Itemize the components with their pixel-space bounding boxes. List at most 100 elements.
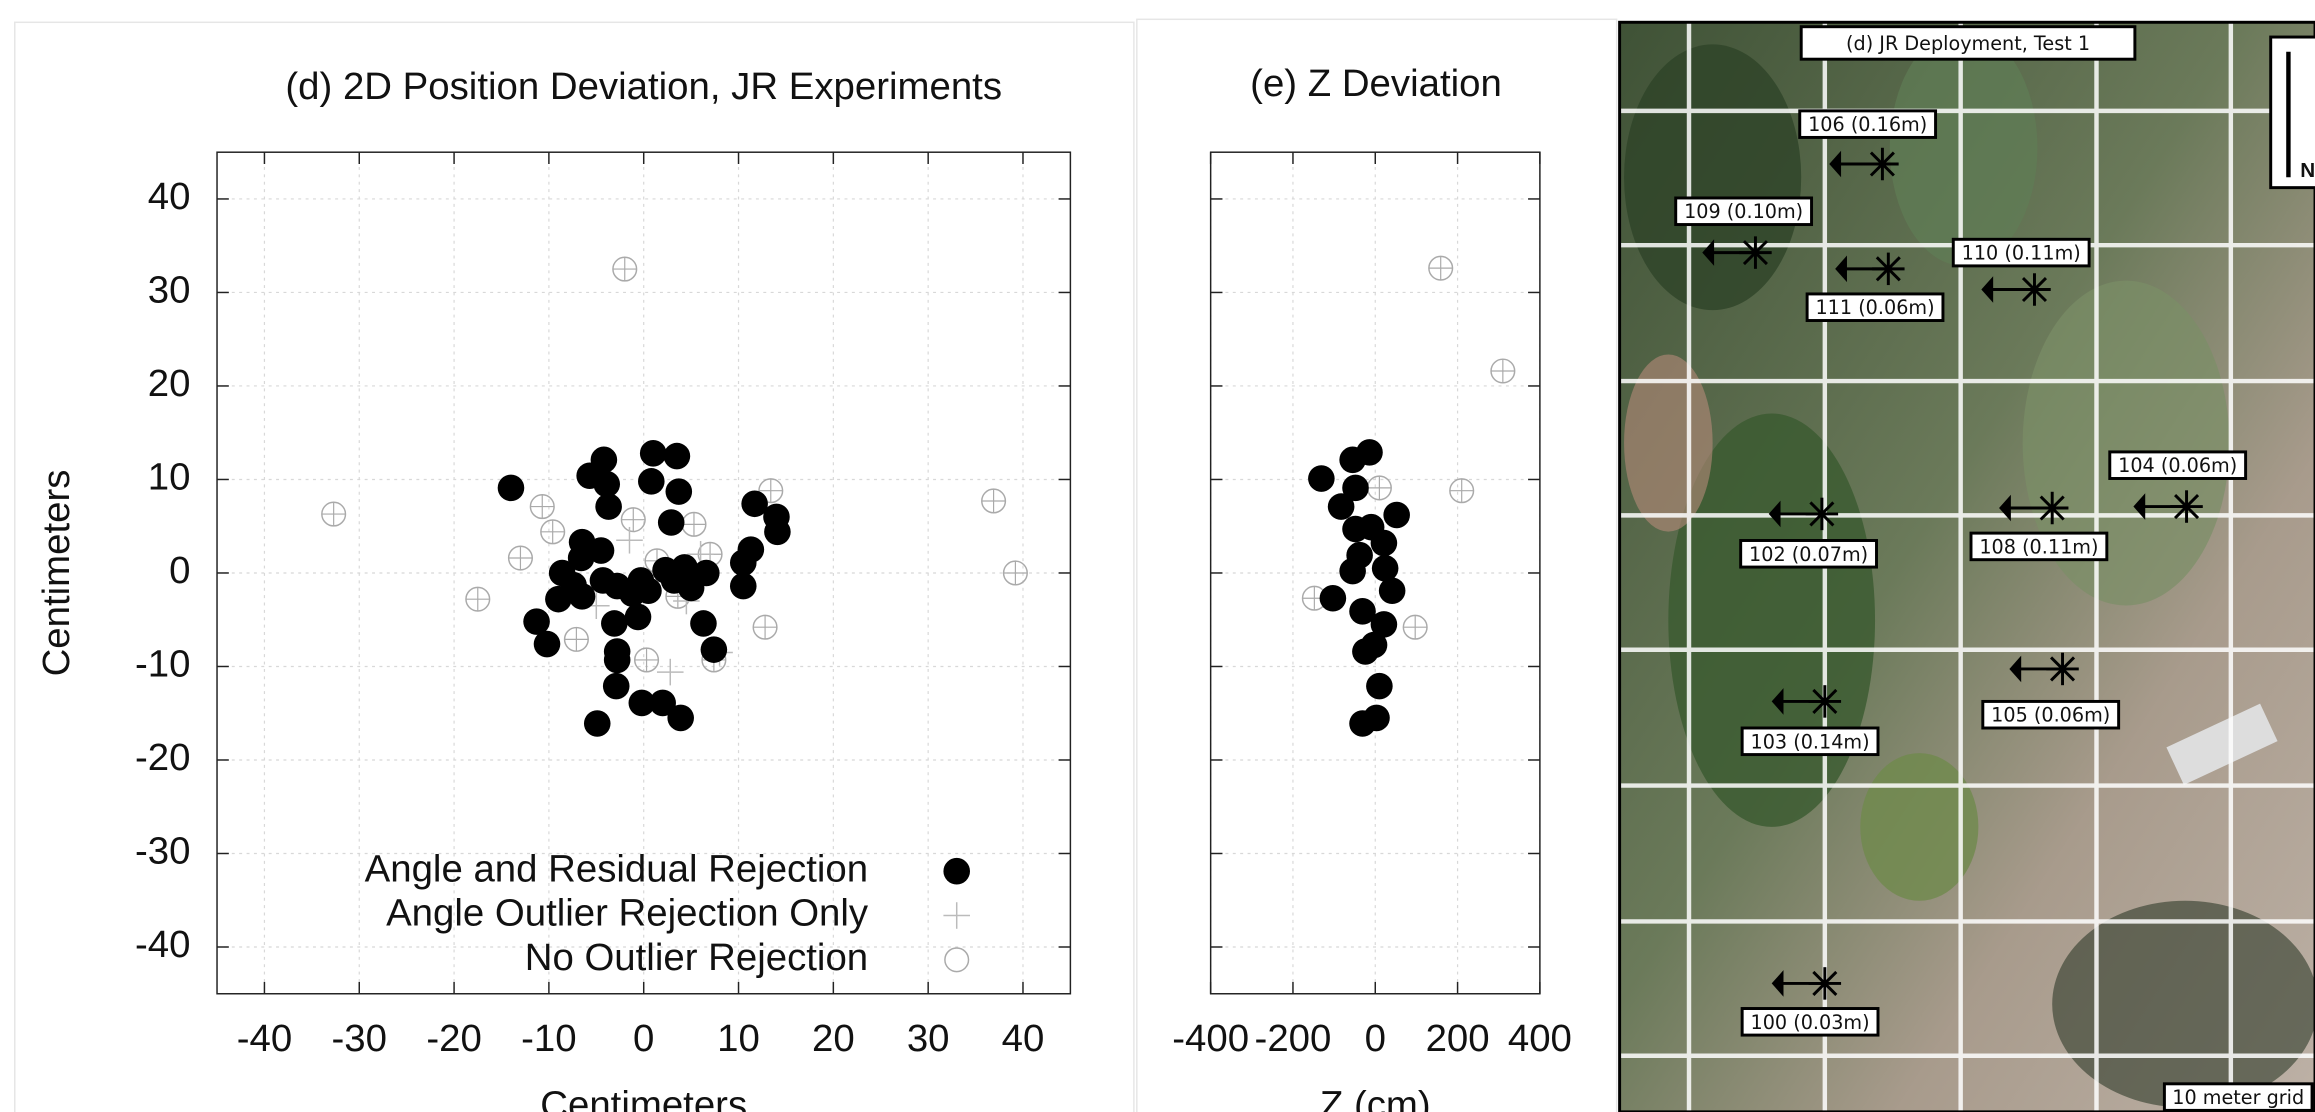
marker-dot <box>741 490 768 518</box>
data-point <box>656 658 684 686</box>
marker-dot <box>663 442 691 470</box>
sensor-marker <box>1835 252 1905 286</box>
data-point <box>593 470 621 498</box>
sensor-marker <box>2133 490 2203 523</box>
sensor-arrowhead <box>1702 239 1715 266</box>
data-point <box>752 614 778 640</box>
panel-frame <box>1136 18 1618 1112</box>
data-point <box>624 603 652 631</box>
map-label-box <box>1799 25 2137 61</box>
marker-dot <box>764 518 791 546</box>
sensor-marker <box>2009 652 2079 686</box>
sensor-marker <box>1771 967 1842 1000</box>
data-point <box>1342 474 1369 502</box>
map-label-box <box>1739 539 1878 569</box>
legend-marker <box>943 902 970 929</box>
x-tick-label: 200 <box>1426 1017 1490 1060</box>
marker-dot <box>1342 474 1369 502</box>
x-tick-label: 20 <box>812 1017 855 1060</box>
data-point <box>465 586 491 612</box>
plot-frame <box>1209 151 1541 995</box>
north-arrow-box <box>2269 35 2315 190</box>
x-tick-label: -40 <box>237 1017 292 1060</box>
data-point <box>635 577 662 605</box>
x-tick-label: -20 <box>426 1017 481 1060</box>
y-tick-label: 0 <box>169 549 190 592</box>
sensor-marker <box>1702 236 1772 269</box>
x-tick-label: 40 <box>1002 1017 1045 1060</box>
data-point <box>1371 555 1399 582</box>
data-point <box>1383 501 1410 529</box>
marker-dot <box>667 704 694 732</box>
map-label-box <box>1805 292 1945 322</box>
data-point <box>587 537 615 564</box>
marker-dot <box>497 474 525 502</box>
sensor-arrowhead <box>1999 494 2011 522</box>
data-point <box>681 511 707 537</box>
marker-dot <box>1383 501 1410 529</box>
marker-dot <box>729 549 757 576</box>
marker-dot <box>603 646 631 674</box>
data-point <box>529 494 555 520</box>
data-point <box>667 704 694 732</box>
sensor-marker <box>1829 147 1899 181</box>
marker-dot <box>1308 465 1335 492</box>
data-point <box>1428 255 1454 281</box>
x-tick-label: 0 <box>633 1017 654 1060</box>
data-point <box>603 646 631 674</box>
data-point <box>1402 614 1428 640</box>
marker-dot <box>533 630 561 658</box>
data-point <box>540 519 566 545</box>
map-label: 109 (0.10m) <box>1684 200 1803 223</box>
data-point <box>563 626 589 652</box>
data-point <box>523 608 550 635</box>
y-tick-label: -10 <box>135 643 190 686</box>
x-tick-label: 10 <box>717 1017 760 1060</box>
data-point <box>1349 598 1376 625</box>
map-label-box <box>1740 726 1880 757</box>
north-label: N <box>2300 159 2315 182</box>
data-point <box>1346 541 1373 569</box>
data-point <box>1366 672 1393 700</box>
data-point <box>1002 560 1028 586</box>
data-point <box>616 526 643 554</box>
legend-label: No Outlier Rejection <box>525 936 868 979</box>
y-tick-label: 40 <box>148 175 191 218</box>
marker-dot <box>690 610 717 637</box>
map-panel <box>1618 20 2315 1112</box>
data-point <box>1366 475 1392 501</box>
data-point <box>700 636 728 663</box>
map-label: 108 (0.11m) <box>1979 535 2098 558</box>
data-point <box>583 710 611 737</box>
sensor-marker <box>1771 685 1842 718</box>
data-point <box>634 647 660 673</box>
y-tick-label: -40 <box>135 923 190 966</box>
marker-dot <box>587 537 615 564</box>
marker-dot <box>657 509 685 536</box>
map-label: 104 (0.06m) <box>2118 454 2237 477</box>
data-point <box>567 544 595 572</box>
y-axis-label: Centimeters <box>35 470 78 677</box>
marker-dot <box>649 689 676 717</box>
x-tick-label: 30 <box>907 1017 950 1060</box>
legend-label: Angle and Residual Rejection <box>365 847 868 890</box>
map-label: 105 (0.06m) <box>1991 704 2110 727</box>
marker-dot <box>1357 513 1385 541</box>
sensor-arrowhead <box>2133 493 2146 520</box>
marker-dot <box>624 603 652 631</box>
map-label-box <box>1674 196 1814 227</box>
marker-dot <box>523 608 550 635</box>
marker-dot <box>628 689 656 717</box>
sensor-arrowhead <box>1771 970 1784 997</box>
data-point <box>1356 439 1383 466</box>
x-tick-label: -30 <box>332 1017 387 1060</box>
map-label: 102 (0.07m) <box>1749 543 1868 566</box>
data-point <box>1319 584 1347 612</box>
marker-dot <box>1356 439 1383 466</box>
sensor-arrowhead <box>1771 688 1784 715</box>
data-point <box>1370 611 1398 638</box>
x-tick-label: -10 <box>521 1017 576 1060</box>
marker-dot <box>1370 611 1398 638</box>
y-tick-label: 30 <box>148 269 191 312</box>
